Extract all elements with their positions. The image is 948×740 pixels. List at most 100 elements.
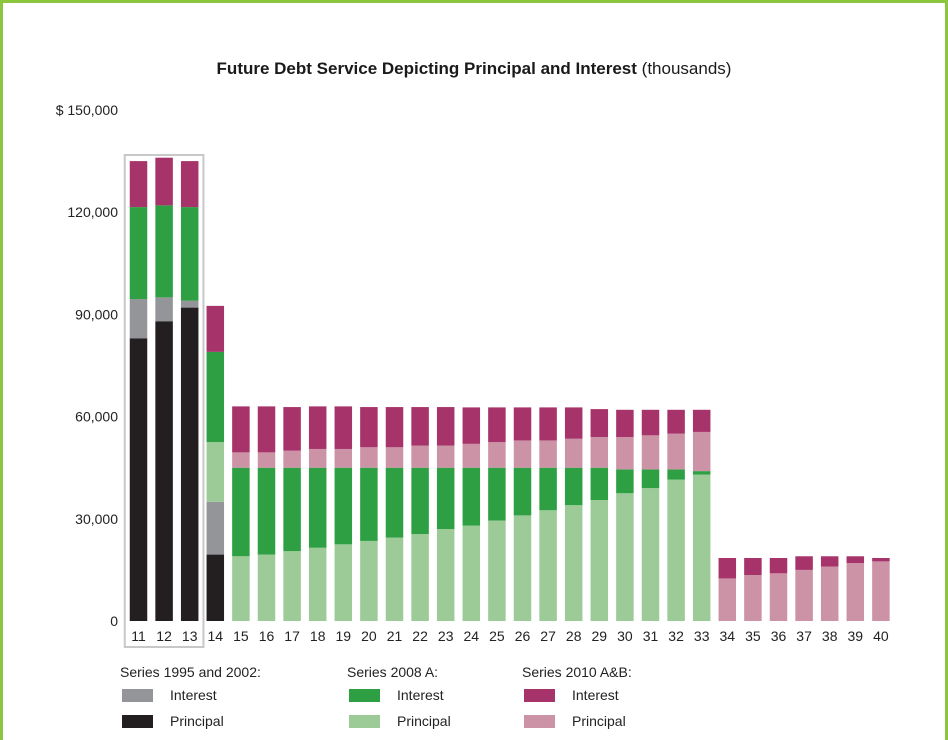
x-tick-label: 19 — [336, 628, 352, 644]
bar-segment-series-2010-a-b-interest — [641, 409, 660, 436]
bar-segment-series-2010-a-b-principal — [795, 569, 813, 621]
bar-segment-series-2010-a-b-principal — [360, 447, 378, 468]
chart-title: Future Debt Service Depicting Principal … — [0, 59, 948, 79]
bar-segment-series-2010-a-b-interest — [360, 407, 378, 448]
bar-segment-series-2008-a-principal — [257, 554, 276, 621]
bar-segment-series-2008-a-interest — [334, 467, 353, 545]
x-tick-label: 38 — [822, 628, 838, 644]
legend-label: Interest — [170, 687, 217, 703]
x-tick-label: 23 — [438, 628, 454, 644]
bar-segment-series-2010-a-b-principal — [385, 447, 404, 468]
legend-swatch — [349, 715, 380, 728]
y-tick-label: $ 150,000 — [56, 102, 118, 118]
legend-swatch — [122, 715, 153, 728]
legend-swatch — [524, 689, 555, 702]
x-tick-label: 11 — [131, 628, 146, 644]
bar-segment-series-2010-a-b-principal — [283, 450, 301, 468]
legend-label: Interest — [572, 687, 619, 703]
bar-segment-series-2010-a-b-interest — [385, 407, 404, 448]
bar-segment-series-2008-a-interest — [564, 467, 583, 506]
bar-segment-series-2010-a-b-principal — [744, 575, 762, 621]
legend-label: Principal — [397, 713, 451, 729]
bar-segment-series-2008-a-interest — [257, 467, 276, 555]
bar-segment-series-1995-and-2002-principal — [155, 321, 173, 621]
bar-segment-series-2010-a-b-principal — [846, 563, 865, 621]
bar-segment-series-2008-a-interest — [590, 467, 609, 501]
bar-segment-series-2010-a-b-interest — [129, 161, 148, 208]
bar-segment-series-1995-and-2002-principal — [129, 338, 148, 621]
bar-segment-series-2010-a-b-principal — [308, 448, 327, 468]
x-tick-label: 13 — [182, 628, 198, 644]
bar-segment-series-2010-a-b-principal — [590, 437, 609, 468]
bar-segment-series-2008-a-principal — [360, 540, 378, 621]
bar-segment-series-2008-a-principal — [232, 556, 250, 621]
bar-segment-series-2008-a-principal — [513, 515, 532, 621]
highlight-box — [123, 154, 205, 648]
bar-segment-series-2010-a-b-interest — [334, 406, 353, 449]
bar-segment-series-2010-a-b-principal — [436, 445, 455, 468]
y-tick-label: 120,000 — [67, 204, 118, 220]
bar-segment-series-2010-a-b-principal — [616, 437, 634, 470]
bar-segment-series-2008-a-principal — [385, 537, 404, 621]
bar-segment-series-2010-a-b-principal — [692, 431, 711, 472]
bar-segment-series-2010-a-b-interest — [513, 407, 532, 441]
bar-segment-series-2008-a-interest — [462, 467, 481, 526]
x-tick-label: 30 — [617, 628, 633, 644]
bar-segment-series-2010-a-b-interest — [820, 556, 839, 567]
bar-segment-series-2008-a-interest — [539, 467, 557, 511]
bar-segment-series-2010-a-b-interest — [488, 407, 506, 443]
x-tick-label: 18 — [310, 628, 326, 644]
bar-segment-series-2010-a-b-principal — [718, 578, 737, 621]
bar-segment-series-2010-a-b-interest — [436, 407, 455, 446]
x-tick-label: 26 — [515, 628, 531, 644]
bar-segment-series-2010-a-b-interest — [257, 406, 276, 453]
bar-segment-series-2008-a-interest — [360, 467, 378, 541]
bar-segment-series-1995-and-2002-interest — [180, 300, 199, 308]
legend-group-title: Series 1995 and 2002: — [120, 664, 261, 680]
x-tick-label: 24 — [464, 628, 480, 644]
x-tick-label: 29 — [592, 628, 608, 644]
x-tick-label: 25 — [489, 628, 505, 644]
legend-group-title: Series 2008 A: — [347, 664, 439, 680]
x-tick-label: 34 — [720, 628, 736, 644]
bar-segment-series-2008-a-principal — [308, 547, 327, 621]
bar-segment-series-2010-a-b-interest — [769, 557, 788, 574]
x-tick-label: 32 — [668, 628, 684, 644]
bar-segment-series-2010-a-b-interest — [462, 407, 481, 444]
chart-title-main: Future Debt Service Depicting Principal … — [216, 59, 637, 78]
bar-segment-series-1995-and-2002-interest — [206, 501, 225, 555]
legend-label: Principal — [170, 713, 224, 729]
bar-segment-series-2010-a-b-interest — [232, 406, 250, 453]
bar-segment-series-2008-a-interest — [155, 205, 173, 298]
bar-segment-series-2010-a-b-interest — [155, 157, 173, 206]
x-tick-label: 33 — [694, 628, 710, 644]
bar-segment-series-2010-a-b-principal — [257, 452, 276, 468]
bar-segment-series-2008-a-principal — [283, 551, 301, 621]
bar-segment-series-2008-a-interest — [488, 467, 506, 521]
bar-segment-series-2008-a-interest — [129, 207, 148, 300]
bar-segment-series-1995-and-2002-principal — [180, 307, 199, 621]
bar-segment-series-2010-a-b-interest — [692, 409, 711, 432]
bar-segment-series-2008-a-principal — [692, 474, 711, 621]
bar-segment-series-2010-a-b-interest — [564, 407, 583, 439]
bar-segment-series-1995-and-2002-principal — [206, 554, 225, 621]
bar-segment-series-2010-a-b-principal — [462, 443, 481, 468]
stacked-bar-chart: $ 150,000 120,000 90,000 60,000 30,000 0 11 12 1… — [56, 102, 890, 648]
bar-segment-series-2010-a-b-principal — [334, 448, 353, 468]
bar-segment-series-2010-a-b-principal — [667, 433, 685, 470]
bar-segment-series-2008-a-interest — [283, 467, 301, 552]
bar-segment-series-2010-a-b-interest — [539, 407, 557, 441]
x-tick-label: 15 — [233, 628, 249, 644]
x-tick-label: 40 — [873, 628, 889, 644]
bar-segment-series-2008-a-principal — [488, 520, 506, 621]
x-tick-label: 37 — [796, 628, 812, 644]
bar-segment-series-2010-a-b-interest — [667, 409, 685, 434]
chart-title-unit: (thousands) — [636, 59, 732, 78]
bar-segment-series-2010-a-b-interest — [590, 409, 609, 438]
x-tick-label: 20 — [361, 628, 377, 644]
bar-segment-series-2008-a-principal — [590, 500, 609, 621]
bar-segment-series-2008-a-interest — [385, 467, 404, 538]
x-tick-label: 27 — [540, 628, 556, 644]
legend-swatch — [524, 715, 555, 728]
bar-segment-series-2010-a-b-principal — [488, 442, 506, 468]
